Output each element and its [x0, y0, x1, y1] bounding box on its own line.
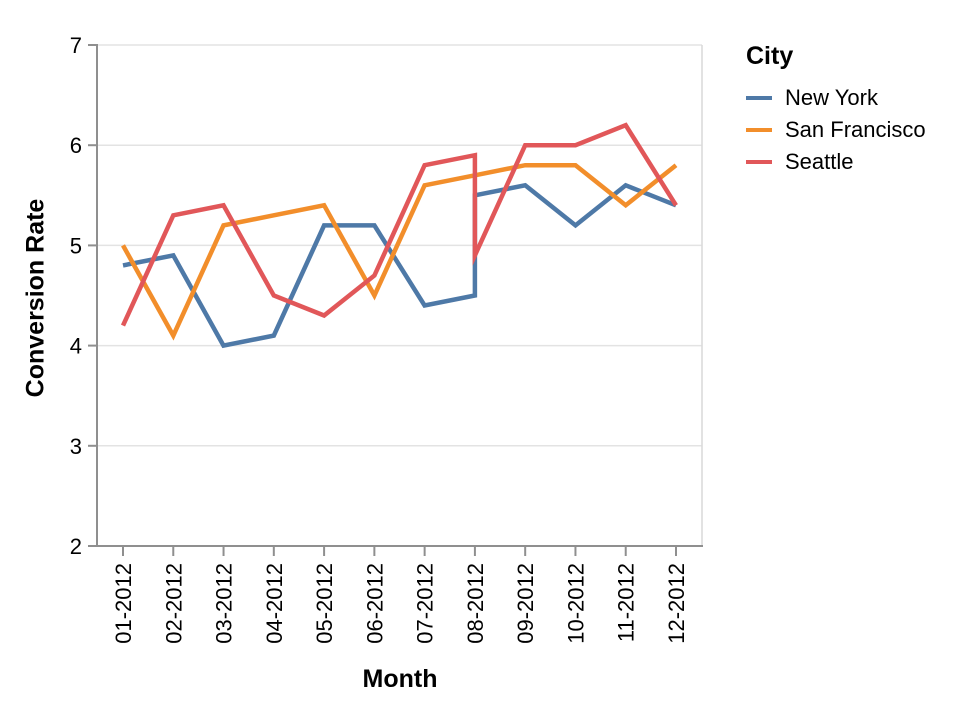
series-line-seattle — [120, 122, 678, 327]
x-tick-label: 12-2012 — [664, 563, 689, 644]
legend-label-seattle: Seattle — [785, 149, 854, 174]
san-francisco-line-swatch-icon — [746, 127, 772, 133]
x-tick-label: 07-2012 — [413, 563, 438, 644]
legend-item-seattle: Seattle — [746, 146, 926, 178]
legend-label-new-york: New York — [785, 85, 878, 110]
y-tick-label: 3 — [70, 434, 82, 459]
x-tick-label: 04-2012 — [262, 563, 287, 644]
x-tick-label: 09-2012 — [513, 563, 538, 644]
y-tick-label: 7 — [70, 33, 82, 58]
y-tick-label: 4 — [70, 334, 82, 359]
legend-item-new-york: New York — [746, 82, 926, 114]
x-tick-label: 05-2012 — [312, 563, 337, 644]
x-tick-label: 08-2012 — [463, 563, 488, 644]
x-tick-label: 10-2012 — [563, 563, 588, 644]
series-line-san-francisco — [121, 162, 678, 341]
y-tick-label: 5 — [70, 233, 82, 258]
x-tick-label: 01-2012 — [111, 563, 136, 644]
y-tick-label: 2 — [70, 534, 82, 559]
y-tick-label: 6 — [70, 133, 82, 158]
x-tick-label: 06-2012 — [362, 563, 387, 644]
legend: City New York San Francisco Seattle — [746, 42, 926, 178]
legend-item-san-francisco: San Francisco — [746, 114, 926, 146]
y-axis-title: Conversion Rate — [21, 198, 50, 398]
new-york-line-swatch-icon — [746, 95, 772, 101]
series-line-new-york — [122, 182, 677, 349]
x-tick-label: 02-2012 — [161, 563, 186, 644]
x-tick-label: 03-2012 — [212, 563, 237, 644]
legend-title: City — [746, 42, 794, 70]
x-axis-title: Month — [362, 665, 438, 693]
legend-label-san-francisco: San Francisco — [785, 117, 926, 142]
seattle-line-swatch-icon — [746, 159, 772, 165]
x-tick-label: 11-2012 — [614, 563, 639, 642]
